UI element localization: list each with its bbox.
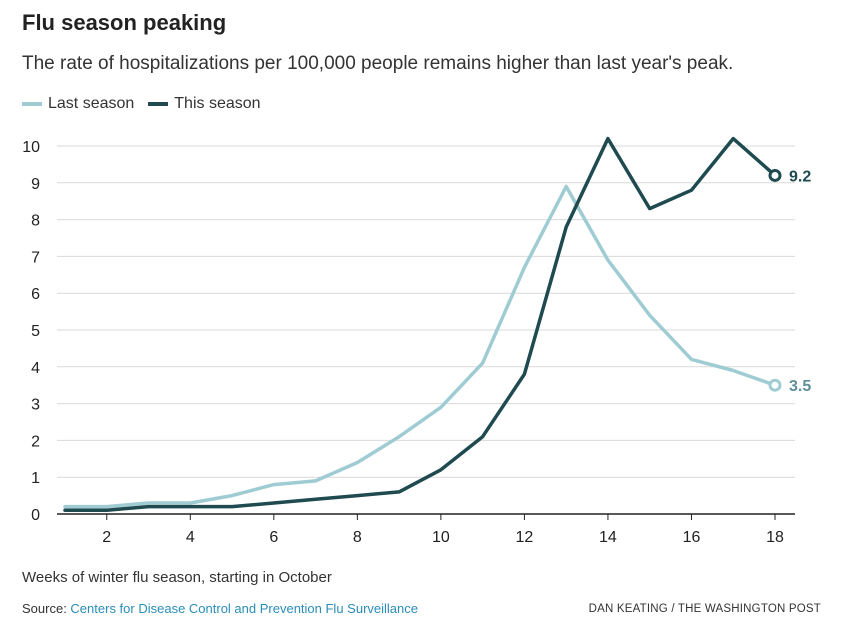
x-tick-label-2: 2 [102,529,111,546]
y-tick-label-4: 4 [31,360,40,377]
source-line: Source: Centers for Disease Control and … [22,601,418,616]
x-tick-label-10: 10 [432,529,450,546]
y-tick-label-2: 2 [31,433,40,450]
x-tick-label-14: 14 [599,529,617,546]
series-line-this-season [63,136,777,513]
y-tick-label-3: 3 [31,397,40,414]
legend-item-this-season: This season [148,95,261,113]
legend-item-last-season: Last season [22,95,134,113]
y-tick-label-6: 6 [31,286,40,303]
y-tick-label-0: 0 [31,507,40,524]
end-label-last-season: 3.5 [789,378,811,395]
series-line-last-season [63,184,777,509]
y-tick-label-8: 8 [31,213,40,230]
x-axis-label: Weeks of winter flu season, starting in … [22,569,332,586]
x-tick-label-18: 18 [766,529,784,546]
x-tick-label-16: 16 [683,529,701,546]
x-tick-label-4: 4 [186,529,195,546]
chart-title: Flu season peaking [22,10,227,35]
end-marker-last-season [768,378,782,392]
source-prefix: Source: [22,601,71,616]
legend: Last season This season [22,95,275,113]
y-tick-label-1: 1 [31,470,40,487]
x-tick-label-12: 12 [516,529,534,546]
legend-swatch-last-season [22,102,42,106]
y-tick-label-5: 5 [31,323,40,340]
y-tick-label-9: 9 [31,176,40,193]
end-label-this-season: 9.2 [789,168,811,185]
source-link[interactable]: Centers for Disease Control and Preventi… [70,601,418,616]
x-tick-label-6: 6 [269,529,278,546]
chart-subtitle: The rate of hospitalizations per 100,000… [22,53,734,74]
x-tick-label-8: 8 [353,529,362,546]
credit-line: DAN KEATING / THE WASHINGTON POST [588,603,821,615]
y-tick-label-10: 10 [22,139,40,156]
legend-label-last-season: Last season [48,95,135,112]
legend-label-this-season: This season [174,95,261,112]
legend-swatch-this-season [148,102,169,106]
end-marker-this-season [768,168,782,182]
y-tick-label-7: 7 [31,249,40,266]
